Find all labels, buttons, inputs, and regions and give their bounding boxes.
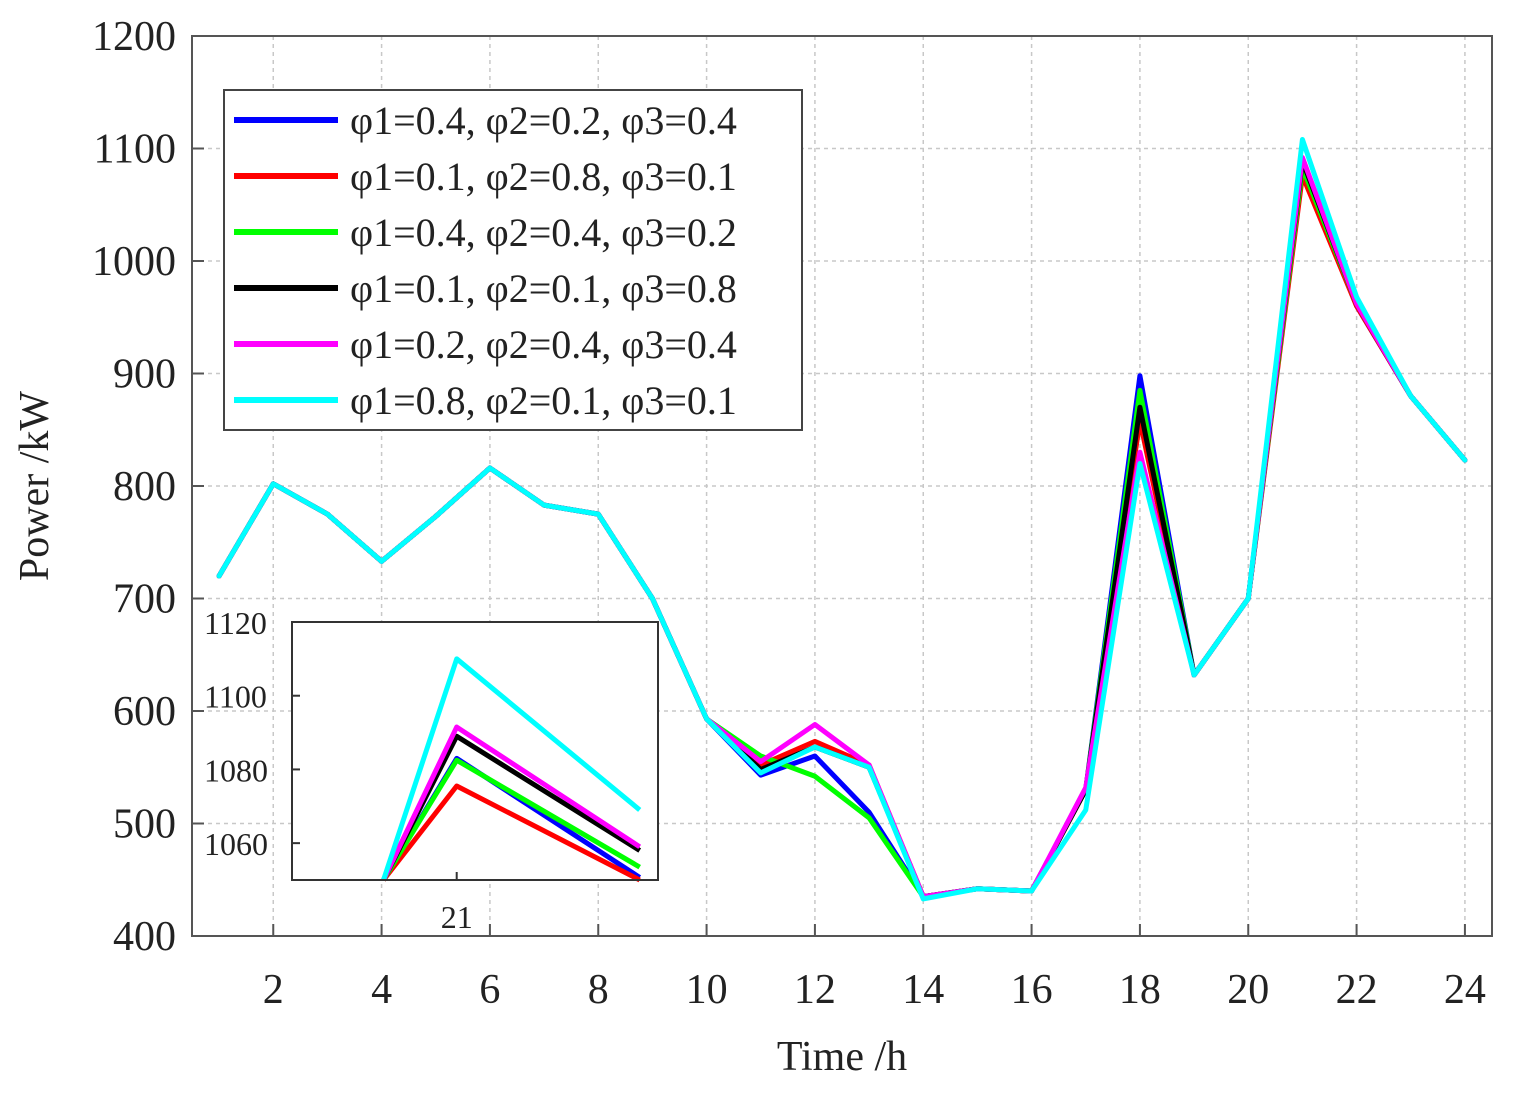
- y-tick-label: 800: [113, 464, 176, 510]
- main-series-group: [216, 137, 1468, 902]
- legend-box: [223, 89, 803, 431]
- legend-label: φ1=0.4, φ2=0.4, φ3=0.2: [350, 210, 737, 255]
- inset-y-tick-label: 1080: [204, 752, 268, 788]
- x-tick-label: 20: [1227, 967, 1269, 1013]
- x-tick-label: 18: [1119, 967, 1161, 1013]
- inset-series-line-6: [381, 656, 642, 881]
- y-tick-label: 600: [113, 689, 176, 735]
- inset-x-tick-label: 21: [441, 899, 473, 935]
- x-tick-label: 14: [902, 967, 944, 1013]
- legend-label: φ1=0.8, φ2=0.1, φ3=0.1: [350, 378, 737, 423]
- legend-items: φ1=0.4, φ2=0.2, φ3=0.4 φ1=0.1, φ2=0.8, φ3…: [234, 98, 737, 423]
- x-tick-label: 8: [588, 967, 609, 1013]
- main-gridlines: [192, 35, 1492, 937]
- x-tick-label: 4: [371, 967, 392, 1013]
- inset-plot: 21 1060 1080 1100 1120: [204, 605, 659, 935]
- x-tick-label: 16: [1011, 967, 1053, 1013]
- y-tick-label: 500: [113, 802, 176, 848]
- series-line-6: [216, 137, 1468, 902]
- x-tick-label: 22: [1336, 967, 1378, 1013]
- inset-series-group: [381, 656, 642, 883]
- x-tick-label: 2: [263, 967, 284, 1013]
- main-x-tick-labels: 2 4 6 8 10 12 14 16 18 20 22 24: [263, 967, 1486, 1013]
- inset-series-line-5: [381, 724, 642, 882]
- legend-label: φ1=0.2, φ2=0.4, φ3=0.4: [350, 322, 737, 367]
- inset-series-line-3: [381, 757, 641, 882]
- inset-y-tick-label: 1060: [204, 826, 268, 862]
- x-axis-label: Time /h: [777, 1034, 907, 1080]
- y-tick-label: 400: [113, 914, 176, 960]
- x-tick-label: 6: [479, 967, 500, 1013]
- inset-y-tick-label: 1100: [204, 679, 267, 715]
- main-y-tick-labels: 400 500 600 700 800 900 1000 1100 1200: [92, 14, 176, 960]
- y-tick-label: 1000: [92, 239, 176, 285]
- x-tick-label: 10: [686, 967, 728, 1013]
- y-tick-label: 1100: [94, 127, 176, 173]
- main-plot-frame: [191, 35, 1493, 937]
- y-tick-label: 900: [113, 352, 176, 398]
- y-axis-label: Power /kW: [12, 391, 58, 581]
- inset-background: [292, 622, 658, 880]
- y-tick-label: 1200: [92, 14, 176, 60]
- x-tick-label: 24: [1444, 967, 1486, 1013]
- inset-y-tick-labels: 1060 1080 1100 1120: [204, 605, 300, 862]
- inset-x-tick-labels: 21: [441, 872, 473, 935]
- legend-label: φ1=0.4, φ2=0.2, φ3=0.4: [350, 98, 737, 143]
- x-tick-label: 12: [794, 967, 836, 1013]
- y-tick-label: 700: [113, 577, 176, 623]
- inset-series-line-2: [381, 783, 641, 883]
- legend-label: φ1=0.1, φ2=0.1, φ3=0.8: [350, 266, 737, 311]
- legend: φ1=0.4, φ2=0.2, φ3=0.4 φ1=0.1, φ2=0.8, φ3…: [223, 89, 803, 431]
- inset-y-tick-label: 1120: [204, 605, 267, 641]
- inset-frame: [291, 621, 659, 881]
- legend-label: φ1=0.1, φ2=0.8, φ3=0.1: [350, 154, 737, 199]
